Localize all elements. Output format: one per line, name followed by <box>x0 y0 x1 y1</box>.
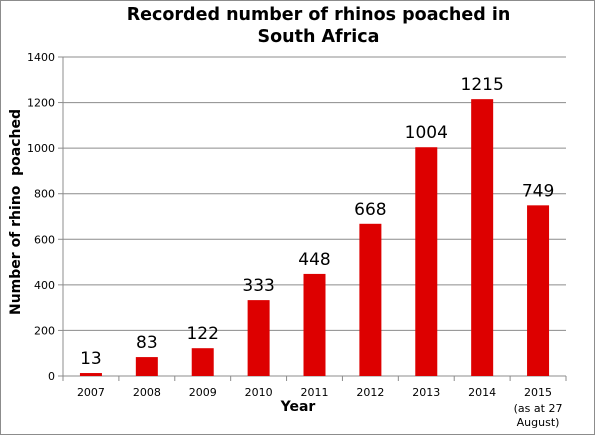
bar-2015 <box>527 205 550 376</box>
x-tick-label-2013: 2013 <box>412 386 440 399</box>
bar-2010 <box>247 300 270 376</box>
x-tick-note-line: (as at 27 <box>514 402 563 415</box>
y-tick-label: 800 <box>34 188 55 201</box>
bar-2007 <box>79 373 102 376</box>
y-tick-label: 200 <box>34 324 55 337</box>
y-tick-label: 0 <box>48 370 55 383</box>
chart-title: Recorded number of rhinos poached in Sou… <box>126 5 511 47</box>
x-tick-label-2009: 2009 <box>189 386 217 399</box>
y-tick-label: 1200 <box>27 97 55 110</box>
bar-2009 <box>191 348 214 376</box>
bar-2008 <box>135 357 158 376</box>
x-tick-label-2010: 2010 <box>245 386 273 399</box>
x-tick-label-2008: 2008 <box>133 386 161 399</box>
y-tick-label: 400 <box>34 279 55 292</box>
bar-2013 <box>415 147 438 376</box>
x-axis-title: Year <box>280 399 316 415</box>
data-label-2015: 749 <box>522 181 554 201</box>
bar-2014 <box>471 99 494 377</box>
bar-2011 <box>303 273 326 376</box>
x-tick-note-line: August) <box>517 416 560 429</box>
x-tick-label-2014: 2014 <box>468 386 496 399</box>
y-tick-label: 1000 <box>27 142 55 155</box>
data-label-2009: 122 <box>186 324 218 344</box>
x-tick-label-2011: 2011 <box>301 386 329 399</box>
data-label-2012: 668 <box>354 200 386 220</box>
data-label-2008: 83 <box>136 333 158 353</box>
data-label-2014: 1215 <box>461 75 504 95</box>
data-label-2010: 333 <box>242 276 274 296</box>
data-label-2007: 13 <box>80 349 102 369</box>
y-tick-label: 1400 <box>27 51 55 64</box>
data-label-2013: 1004 <box>405 123 448 143</box>
y-tick-label: 600 <box>34 233 55 246</box>
x-tick-label-2015: 2015 <box>524 386 552 399</box>
bar-2012 <box>359 223 382 376</box>
data-label-2011: 448 <box>298 250 330 270</box>
x-tick-label-2007: 2007 <box>77 386 105 399</box>
x-tick-label-2012: 2012 <box>356 386 384 399</box>
